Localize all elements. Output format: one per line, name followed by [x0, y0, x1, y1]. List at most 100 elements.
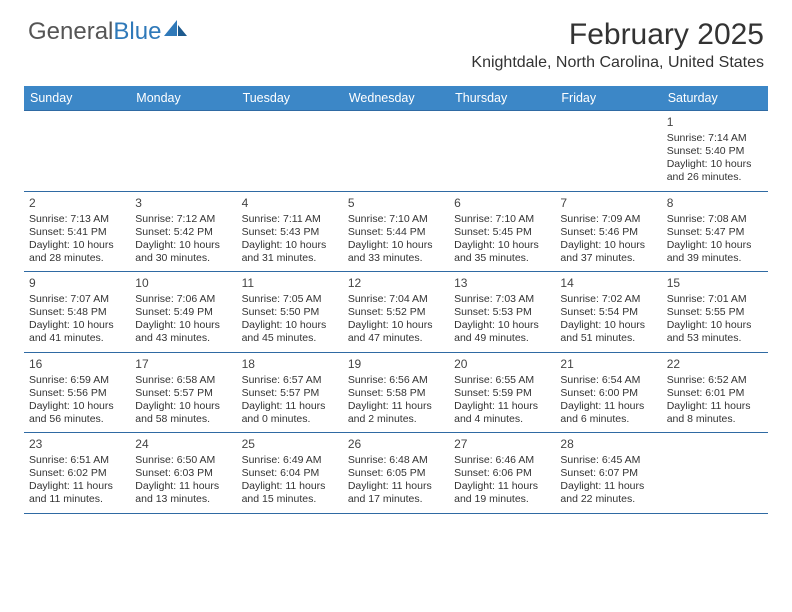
- day-cell: 7Sunrise: 7:09 AMSunset: 5:46 PMDaylight…: [555, 192, 661, 272]
- day-number: 12: [348, 276, 444, 291]
- daylight-text: Daylight: 10 hours and 35 minutes.: [454, 239, 550, 265]
- sunrise-text: Sunrise: 7:14 AM: [667, 132, 763, 145]
- day-header: Monday: [130, 86, 236, 110]
- daylight-text: Daylight: 10 hours and 53 minutes.: [667, 319, 763, 345]
- sunset-text: Sunset: 5:54 PM: [560, 306, 656, 319]
- sunset-text: Sunset: 5:48 PM: [29, 306, 125, 319]
- location-text: Knightdale, North Carolina, United State…: [471, 54, 764, 72]
- day-number: 5: [348, 196, 444, 211]
- day-number: 21: [560, 357, 656, 372]
- sunset-text: Sunset: 5:43 PM: [242, 226, 338, 239]
- sunset-text: Sunset: 5:57 PM: [242, 387, 338, 400]
- day-number: 22: [667, 357, 763, 372]
- sail-icon: [163, 18, 189, 46]
- day-number: 27: [454, 437, 550, 452]
- sunset-text: Sunset: 5:58 PM: [348, 387, 444, 400]
- daylight-text: Daylight: 10 hours and 51 minutes.: [560, 319, 656, 345]
- sunset-text: Sunset: 6:05 PM: [348, 467, 444, 480]
- daylight-text: Daylight: 11 hours and 19 minutes.: [454, 480, 550, 506]
- page-header: GeneralBlue February 2025 Knightdale, No…: [0, 0, 792, 78]
- sunrise-text: Sunrise: 6:50 AM: [135, 454, 231, 467]
- day-cell: [24, 111, 130, 191]
- day-cell: 9Sunrise: 7:07 AMSunset: 5:48 PMDaylight…: [24, 272, 130, 352]
- day-cell: 10Sunrise: 7:06 AMSunset: 5:49 PMDayligh…: [130, 272, 236, 352]
- week-row: 16Sunrise: 6:59 AMSunset: 5:56 PMDayligh…: [24, 353, 768, 434]
- sunset-text: Sunset: 6:02 PM: [29, 467, 125, 480]
- sunrise-text: Sunrise: 6:58 AM: [135, 374, 231, 387]
- daylight-text: Daylight: 10 hours and 33 minutes.: [348, 239, 444, 265]
- day-number: 6: [454, 196, 550, 211]
- daylight-text: Daylight: 10 hours and 26 minutes.: [667, 158, 763, 184]
- month-title: February 2025: [471, 18, 764, 52]
- sunrise-text: Sunrise: 6:56 AM: [348, 374, 444, 387]
- sunrise-text: Sunrise: 6:46 AM: [454, 454, 550, 467]
- daylight-text: Daylight: 11 hours and 0 minutes.: [242, 400, 338, 426]
- sunset-text: Sunset: 5:46 PM: [560, 226, 656, 239]
- daylight-text: Daylight: 10 hours and 45 minutes.: [242, 319, 338, 345]
- day-cell: 11 Sunrise: 7:05 AMSunset: 5:50 PMDayligh…: [237, 272, 343, 352]
- day-number: 11: [242, 276, 338, 291]
- sunset-text: Sunset: 5:56 PM: [29, 387, 125, 400]
- day-header: Sunday: [24, 86, 130, 110]
- sunset-text: Sunset: 5:47 PM: [667, 226, 763, 239]
- daylight-text: Daylight: 11 hours and 6 minutes.: [560, 400, 656, 426]
- sunset-text: Sunset: 6:03 PM: [135, 467, 231, 480]
- sunset-text: Sunset: 5:52 PM: [348, 306, 444, 319]
- day-header: Tuesday: [237, 86, 343, 110]
- day-number: 14: [560, 276, 656, 291]
- daylight-text: Daylight: 10 hours and 41 minutes.: [29, 319, 125, 345]
- sunset-text: Sunset: 6:07 PM: [560, 467, 656, 480]
- day-cell: 20Sunrise: 6:55 AMSunset: 5:59 PMDayligh…: [449, 353, 555, 433]
- sunset-text: Sunset: 5:49 PM: [135, 306, 231, 319]
- title-block: February 2025 Knightdale, North Carolina…: [471, 18, 764, 72]
- daylight-text: Daylight: 11 hours and 8 minutes.: [667, 400, 763, 426]
- day-cell: 4Sunrise: 7:11 AMSunset: 5:43 PMDaylight…: [237, 192, 343, 272]
- sunrise-text: Sunrise: 7:03 AM: [454, 293, 550, 306]
- sunrise-text: Sunrise: 7:01 AM: [667, 293, 763, 306]
- week-row: 9Sunrise: 7:07 AMSunset: 5:48 PMDaylight…: [24, 272, 768, 353]
- day-number: 23: [29, 437, 125, 452]
- sunrise-text: Sunrise: 7:07 AM: [29, 293, 125, 306]
- day-headers-row: SundayMondayTuesdayWednesdayThursdayFrid…: [24, 86, 768, 110]
- day-cell: 25Sunrise: 6:49 AMSunset: 6:04 PMDayligh…: [237, 433, 343, 513]
- day-cell: 23Sunrise: 6:51 AMSunset: 6:02 PMDayligh…: [24, 433, 130, 513]
- daylight-text: Daylight: 11 hours and 2 minutes.: [348, 400, 444, 426]
- calendar: SundayMondayTuesdayWednesdayThursdayFrid…: [24, 86, 768, 514]
- day-cell: 16Sunrise: 6:59 AMSunset: 5:56 PMDayligh…: [24, 353, 130, 433]
- day-number: 26: [348, 437, 444, 452]
- day-number: 18: [242, 357, 338, 372]
- sunset-text: Sunset: 5:50 PM: [242, 306, 338, 319]
- daylight-text: Daylight: 11 hours and 4 minutes.: [454, 400, 550, 426]
- sunrise-text: Sunrise: 7:05 AM: [242, 293, 338, 306]
- day-cell: 15Sunrise: 7:01 AMSunset: 5:55 PMDayligh…: [662, 272, 768, 352]
- daylight-text: Daylight: 10 hours and 37 minutes.: [560, 239, 656, 265]
- day-number: 25: [242, 437, 338, 452]
- day-cell: [449, 111, 555, 191]
- day-cell: 1Sunrise: 7:14 AMSunset: 5:40 PMDaylight…: [662, 111, 768, 191]
- day-cell: [130, 111, 236, 191]
- sunrise-text: Sunrise: 6:45 AM: [560, 454, 656, 467]
- day-cell: [555, 111, 661, 191]
- sunrise-text: Sunrise: 7:09 AM: [560, 213, 656, 226]
- daylight-text: Daylight: 11 hours and 13 minutes.: [135, 480, 231, 506]
- day-number: 8: [667, 196, 763, 211]
- daylight-text: Daylight: 11 hours and 22 minutes.: [560, 480, 656, 506]
- calendar-body: 1Sunrise: 7:14 AMSunset: 5:40 PMDaylight…: [24, 110, 768, 514]
- sunrise-text: Sunrise: 6:48 AM: [348, 454, 444, 467]
- brand-logo: GeneralBlue: [28, 18, 189, 46]
- brand-text-2: Blue: [113, 18, 161, 46]
- daylight-text: Daylight: 10 hours and 58 minutes.: [135, 400, 231, 426]
- day-header: Saturday: [662, 86, 768, 110]
- day-number: 10: [135, 276, 231, 291]
- sunrise-text: Sunrise: 7:11 AM: [242, 213, 338, 226]
- day-number: 4: [242, 196, 338, 211]
- sunrise-text: Sunrise: 7:08 AM: [667, 213, 763, 226]
- day-cell: 24Sunrise: 6:50 AMSunset: 6:03 PMDayligh…: [130, 433, 236, 513]
- sunrise-text: Sunrise: 7:02 AM: [560, 293, 656, 306]
- daylight-text: Daylight: 10 hours and 43 minutes.: [135, 319, 231, 345]
- sunset-text: Sunset: 5:59 PM: [454, 387, 550, 400]
- daylight-text: Daylight: 10 hours and 30 minutes.: [135, 239, 231, 265]
- day-number: 1: [667, 115, 763, 130]
- day-number: 19: [348, 357, 444, 372]
- day-cell: 21Sunrise: 6:54 AMSunset: 6:00 PMDayligh…: [555, 353, 661, 433]
